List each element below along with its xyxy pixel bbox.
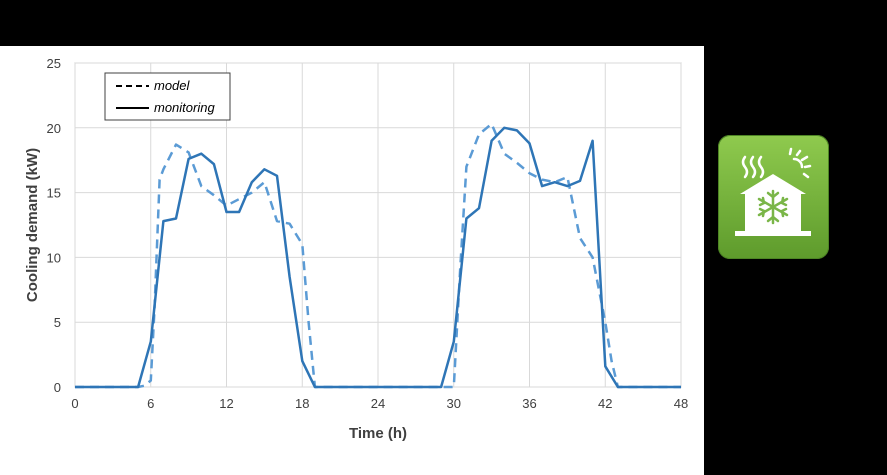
building-cooling-tile: [718, 135, 829, 259]
y-tick-label: 25: [47, 56, 61, 71]
y-tick-label: 0: [54, 380, 61, 395]
legend-label-monitoring: monitoring: [154, 100, 215, 115]
y-tick-label: 10: [47, 250, 61, 265]
x-tick-label: 36: [522, 396, 536, 411]
y-tick-label: 15: [47, 186, 61, 201]
x-tick-label: 30: [447, 396, 461, 411]
chart-panel: 0 6 12 18 24 30 36 42 48 0 5 10 15 20 25 Time (h) Cool…: [0, 46, 704, 475]
x-axis-title: Time (h): [349, 425, 407, 442]
series-layer: [75, 122, 681, 389]
heat-waves-icon: [741, 155, 765, 179]
x-tick-label: 42: [598, 396, 612, 411]
x-tick-label: 6: [147, 396, 154, 411]
y-tick-label: 20: [47, 121, 61, 136]
x-tick-label: 48: [674, 396, 688, 411]
x-tick-label: 18: [295, 396, 309, 411]
tick-labels: 0 6 12 18 24 30 36 42 48 0 5 10 15 20 25: [47, 56, 689, 411]
legend-label-model: model: [154, 78, 191, 93]
x-tick-label: 0: [71, 396, 78, 411]
building-cooling-icon: [735, 147, 812, 236]
y-axis-title: Cooling demand (kW): [24, 148, 41, 302]
legend: model monitoring: [104, 72, 231, 121]
snowflake-icon: [757, 189, 789, 225]
x-tick-label: 24: [371, 396, 385, 411]
y-tick-label: 5: [54, 315, 61, 330]
legend-box: [104, 72, 231, 121]
cooling-demand-chart: 0 6 12 18 24 30 36 42 48 0 5 10 15 20 25 Time (h) Cool…: [24, 56, 689, 442]
series-line-monitoring: [75, 126, 681, 389]
sun-rays-icon: [788, 147, 812, 179]
x-tick-label: 12: [219, 396, 233, 411]
